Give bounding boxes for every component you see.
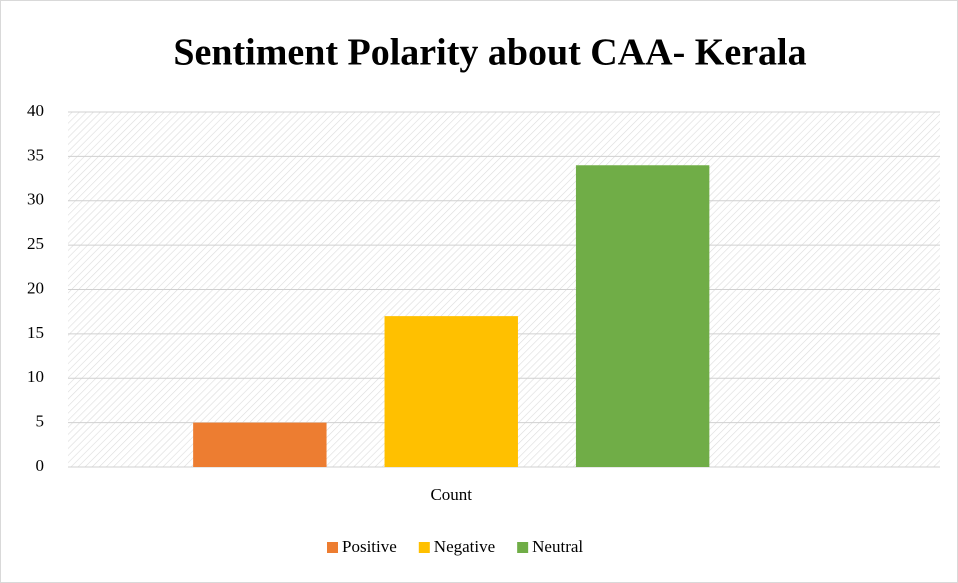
legend-swatch	[418, 542, 430, 553]
legend-label: Neutral	[532, 537, 583, 556]
x-tick-label: Count	[430, 485, 472, 504]
legend-swatch	[327, 542, 338, 553]
y-tick-label: 25	[27, 234, 44, 253]
y-tick-label: 40	[27, 101, 44, 120]
y-tick-label: 30	[27, 190, 44, 209]
y-tick-label: 0	[36, 456, 45, 475]
chart-title: Sentiment Polarity about CAA- Kerala	[173, 32, 806, 74]
legend-label: Positive	[342, 537, 397, 556]
y-tick-label: 10	[27, 367, 44, 386]
legend-label: Negative	[434, 537, 495, 556]
y-tick-label: 20	[27, 278, 44, 297]
bar	[193, 422, 327, 467]
legend-swatch	[517, 542, 529, 553]
bar	[384, 316, 518, 467]
y-tick-label: 5	[36, 412, 45, 431]
bar	[575, 165, 710, 467]
y-tick-label: 15	[27, 323, 44, 342]
y-tick-label: 35	[27, 145, 44, 164]
